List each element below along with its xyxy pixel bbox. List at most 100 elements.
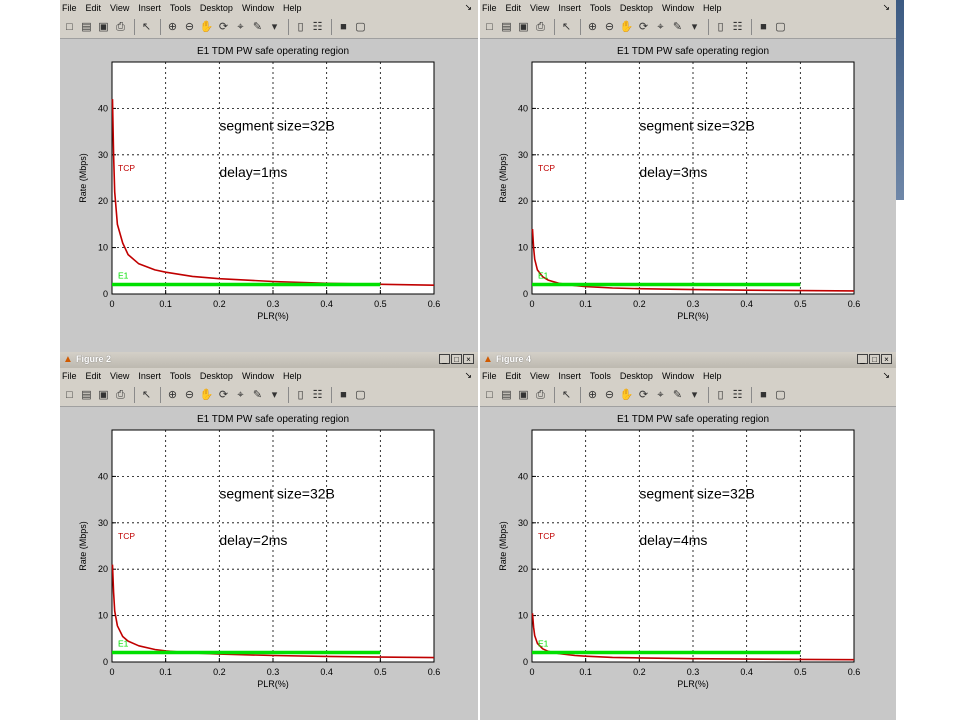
- maximize-icon[interactable]: □: [869, 354, 880, 364]
- menu-item-help[interactable]: Help: [702, 371, 722, 381]
- zoom-out-icon[interactable]: ⊖: [184, 388, 195, 401]
- colorbar-icon[interactable]: ▯: [717, 388, 724, 401]
- brush-icon[interactable]: ✎: [672, 20, 683, 33]
- menu-item-view[interactable]: View: [530, 3, 550, 13]
- brush-icon[interactable]: ✎: [672, 388, 683, 401]
- menu-item-help[interactable]: Help: [282, 3, 302, 13]
- close-icon[interactable]: ×: [881, 354, 892, 364]
- zoom-in-icon[interactable]: ⊕: [167, 20, 178, 33]
- menu-item-file[interactable]: File: [62, 3, 77, 13]
- show-tools-icon[interactable]: ▢: [775, 388, 786, 401]
- pan-hand-icon[interactable]: ✋: [199, 20, 214, 33]
- menu-item-window[interactable]: Window: [661, 3, 694, 13]
- colorbar-icon[interactable]: ▯: [717, 20, 724, 33]
- show-tools-icon[interactable]: ▢: [355, 20, 366, 33]
- menu-item-desktop[interactable]: Desktop: [619, 371, 653, 381]
- arrow-icon[interactable]: ↖: [561, 20, 572, 33]
- dock-arrow-icon[interactable]: ↘: [464, 370, 472, 380]
- menu-item-file[interactable]: File: [482, 3, 497, 13]
- figure-window[interactable]: ▲ Figure 2 _ □ × File Edit View Insert Tools Deskt…: [60, 352, 478, 720]
- rotate-3d-icon[interactable]: ⟳: [638, 388, 649, 401]
- window-titlebar[interactable]: ▲ Figure 2 _ □ ×: [60, 352, 478, 369]
- dock-arrow-icon[interactable]: ↘: [882, 2, 890, 12]
- menu-item-edit[interactable]: Edit: [505, 3, 522, 13]
- open-folder-icon[interactable]: ▤: [81, 388, 92, 401]
- figure-window[interactable]: File Edit View Insert Tools Desktop Window Help…: [60, 0, 478, 352]
- data-cursor-icon[interactable]: ⌖: [237, 388, 244, 401]
- hide-tools-icon[interactable]: ■: [760, 388, 767, 401]
- figure-window[interactable]: ▲ Figure 4 _ □ × File Edit View Insert Tools Deskt…: [480, 352, 896, 720]
- open-folder-icon[interactable]: ▤: [501, 20, 512, 33]
- close-icon[interactable]: ×: [463, 354, 474, 364]
- link-icon[interactable]: ▾: [691, 20, 698, 33]
- show-tools-icon[interactable]: ▢: [775, 20, 786, 33]
- open-folder-icon[interactable]: ▤: [501, 388, 512, 401]
- print-icon[interactable]: ⎙: [536, 20, 545, 33]
- menu-item-view[interactable]: View: [110, 3, 130, 13]
- zoom-out-icon[interactable]: ⊖: [604, 388, 615, 401]
- minimize-icon[interactable]: _: [439, 354, 450, 364]
- menu-item-file[interactable]: File: [62, 371, 77, 381]
- open-folder-icon[interactable]: ▤: [81, 20, 92, 33]
- save-icon[interactable]: ▣: [518, 20, 529, 33]
- hide-tools-icon[interactable]: ■: [340, 20, 347, 33]
- print-icon[interactable]: ⎙: [116, 20, 125, 33]
- chart-plot[interactable]: E1 TDM PW safe operating region 0 0.1 0.2 0.…: [480, 39, 896, 352]
- save-icon[interactable]: ▣: [518, 388, 529, 401]
- menu-item-desktop[interactable]: Desktop: [199, 371, 233, 381]
- menu-item-tools[interactable]: Tools: [589, 3, 611, 13]
- zoom-in-icon[interactable]: ⊕: [587, 388, 598, 401]
- menu-item-help[interactable]: Help: [282, 371, 302, 381]
- save-icon[interactable]: ▣: [98, 20, 109, 33]
- link-icon[interactable]: ▾: [271, 20, 278, 33]
- legend-icon[interactable]: ☷: [732, 20, 743, 33]
- menu-item-help[interactable]: Help: [702, 3, 722, 13]
- figure-window[interactable]: File Edit View Insert Tools Desktop Window Help…: [480, 0, 896, 352]
- chart-plot[interactable]: E1 TDM PW safe operating region 0 0.1 0.2 0.…: [60, 407, 478, 720]
- zoom-in-icon[interactable]: ⊕: [587, 20, 598, 33]
- menu-item-file[interactable]: File: [482, 371, 497, 381]
- menu-item-desktop[interactable]: Desktop: [619, 3, 653, 13]
- data-cursor-icon[interactable]: ⌖: [657, 388, 664, 401]
- rotate-3d-icon[interactable]: ⟳: [218, 20, 229, 33]
- new-file-icon[interactable]: □: [486, 388, 493, 401]
- brush-icon[interactable]: ✎: [252, 388, 263, 401]
- pan-hand-icon[interactable]: ✋: [199, 388, 214, 401]
- print-icon[interactable]: ⎙: [536, 388, 545, 401]
- menu-item-view[interactable]: View: [110, 371, 130, 381]
- menu-item-edit[interactable]: Edit: [85, 371, 102, 381]
- legend-icon[interactable]: ☷: [312, 388, 323, 401]
- menu-item-insert[interactable]: Insert: [558, 371, 581, 381]
- menu-item-tools[interactable]: Tools: [169, 371, 191, 381]
- legend-icon[interactable]: ☷: [312, 20, 323, 33]
- pan-hand-icon[interactable]: ✋: [619, 20, 634, 33]
- menu-item-window[interactable]: Window: [241, 371, 274, 381]
- menu-item-window[interactable]: Window: [241, 3, 274, 13]
- menu-item-insert[interactable]: Insert: [558, 3, 581, 13]
- minimize-icon[interactable]: _: [857, 354, 868, 364]
- zoom-in-icon[interactable]: ⊕: [167, 388, 178, 401]
- zoom-out-icon[interactable]: ⊖: [184, 20, 195, 33]
- dock-arrow-icon[interactable]: ↘: [464, 2, 472, 12]
- menu-item-edit[interactable]: Edit: [85, 3, 102, 13]
- data-cursor-icon[interactable]: ⌖: [237, 20, 244, 33]
- arrow-icon[interactable]: ↖: [141, 388, 152, 401]
- colorbar-icon[interactable]: ▯: [297, 388, 304, 401]
- save-icon[interactable]: ▣: [98, 388, 109, 401]
- chart-plot[interactable]: E1 TDM PW safe operating region 0 0.1 0.2 0.…: [60, 39, 478, 352]
- menu-item-tools[interactable]: Tools: [169, 3, 191, 13]
- colorbar-icon[interactable]: ▯: [297, 20, 304, 33]
- link-icon[interactable]: ▾: [271, 388, 278, 401]
- new-file-icon[interactable]: □: [66, 20, 73, 33]
- zoom-out-icon[interactable]: ⊖: [604, 20, 615, 33]
- new-file-icon[interactable]: □: [486, 20, 493, 33]
- menu-item-desktop[interactable]: Desktop: [199, 3, 233, 13]
- pan-hand-icon[interactable]: ✋: [619, 388, 634, 401]
- link-icon[interactable]: ▾: [691, 388, 698, 401]
- arrow-icon[interactable]: ↖: [561, 388, 572, 401]
- rotate-3d-icon[interactable]: ⟳: [638, 20, 649, 33]
- chart-plot[interactable]: E1 TDM PW safe operating region 0 0.1 0.2 0.…: [480, 407, 896, 720]
- show-tools-icon[interactable]: ▢: [355, 388, 366, 401]
- arrow-icon[interactable]: ↖: [141, 20, 152, 33]
- hide-tools-icon[interactable]: ■: [760, 20, 767, 33]
